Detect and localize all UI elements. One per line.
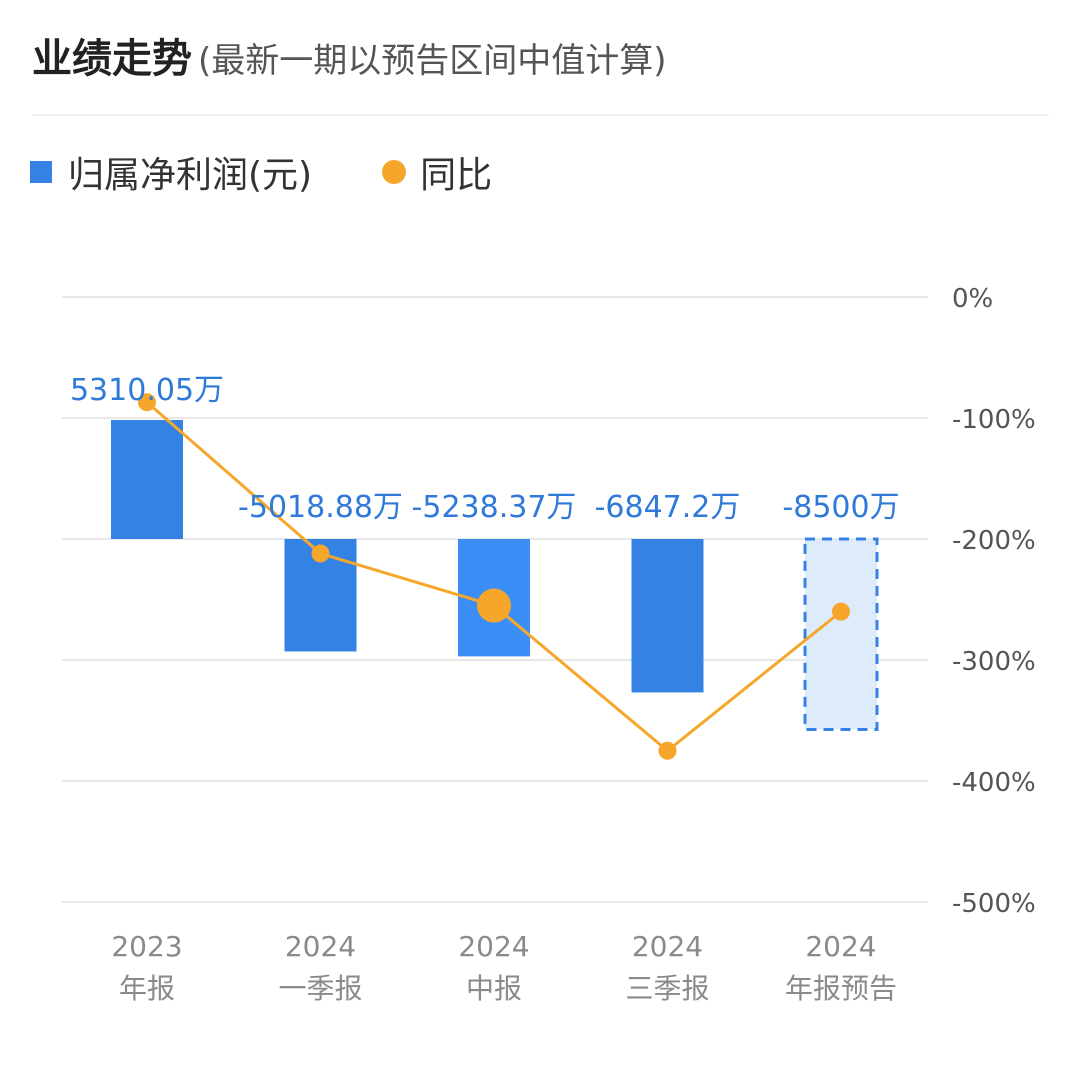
- yoy-point-3: [658, 741, 677, 760]
- axis-layer: 0% -100% -200% -300% -400% -500% 2023 年报 2024 一季报…: [111, 284, 1035, 1005]
- yoy-point-1: [311, 544, 330, 563]
- x-tick-period-4: 年报预告: [785, 972, 897, 1005]
- legend-bar-swatch-icon: [30, 161, 52, 183]
- x-tick-period-2: 中报: [466, 972, 522, 1005]
- x-tick-period-3: 三季报: [625, 972, 709, 1005]
- line-layer: [138, 393, 850, 760]
- bar-layer: [111, 420, 879, 731]
- x-tick-period-1: 一季报: [278, 972, 362, 1005]
- y-tick-label-1: -100%: [952, 405, 1036, 435]
- bar-value-label-4: -8500万: [782, 490, 899, 525]
- x-tick-year-2: 2024: [458, 930, 529, 963]
- bar-value-label-1: -5018.88万: [238, 490, 403, 525]
- y-tick-label-3: -300%: [952, 647, 1036, 677]
- y-tick-label-2: -200%: [952, 526, 1036, 556]
- bar-value-label-3: -6847.2万: [595, 490, 741, 525]
- legend-dot-swatch-icon: [382, 160, 407, 184]
- legend-item-net-profit[interactable]: 归属净利润(元): [30, 146, 312, 198]
- bar-value-label-0: 5310.05万: [70, 373, 224, 408]
- chart-legend: 归属净利润(元) 同比: [30, 144, 562, 200]
- x-tick-period-0: 年报: [119, 972, 175, 1005]
- grid-layer: [62, 296, 928, 903]
- legend-label-net-profit: 归属净利润(元): [68, 155, 313, 196]
- header-divider: [32, 114, 1049, 116]
- bar-0: [111, 420, 183, 539]
- yoy-point-4: [832, 602, 850, 621]
- legend-item-yoy[interactable]: 同比: [382, 146, 492, 198]
- yoy-point-2: [477, 588, 511, 623]
- x-tick-year-1: 2024: [285, 930, 356, 963]
- yoy-point-0: [138, 393, 156, 412]
- chart-header: 业绩走势 (最新一期以预告区间中值计算): [32, 26, 1049, 96]
- bar-value-label-2: -5238.37万: [412, 490, 577, 525]
- y-tick-label-4: -400%: [952, 768, 1036, 798]
- x-tick-year-0: 2023: [111, 930, 182, 963]
- x-tick-year-3: 2024: [632, 930, 703, 963]
- bar-3: [631, 539, 704, 693]
- chart-subtitle: (最新一期以预告区间中值计算): [198, 41, 667, 81]
- label-layer: 5310.05万 -5018.88万 -5238.37万 -6847.2万 -8500万: [70, 373, 900, 525]
- y-tick-label-0: 0%: [952, 284, 993, 314]
- legend-label-yoy: 同比: [420, 155, 493, 196]
- y-tick-label-5: -500%: [952, 889, 1036, 919]
- chart-title: 业绩走势: [32, 36, 192, 82]
- x-tick-year-4: 2024: [805, 930, 876, 963]
- forecast-bar-4: [803, 537, 879, 731]
